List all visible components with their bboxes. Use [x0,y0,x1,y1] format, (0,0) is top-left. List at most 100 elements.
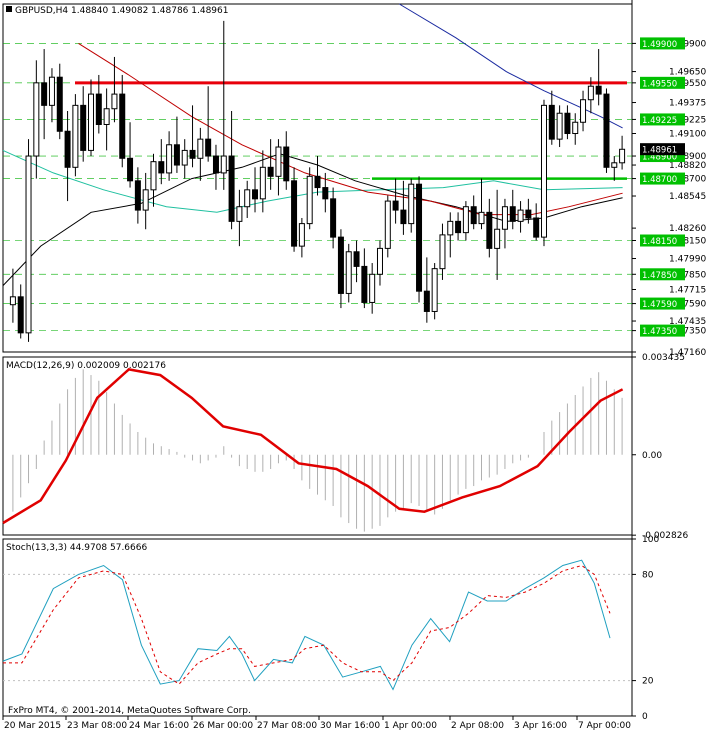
price-tick-label: 1.49550 [669,79,706,89]
stoch-title: Stoch(13,3,3) 44.9708 57.6666 [6,543,147,553]
candle-body [400,209,407,225]
candle-body [330,198,337,238]
macd-panel-frame [2,356,633,536]
x-axis-label: 26 Mar 00:00 [193,721,253,731]
candle-body [337,236,344,294]
x-axis-label: 2 Apr 08:00 [451,721,504,731]
ma-black-line [2,153,623,286]
candle-body [462,206,469,234]
candle-body [361,265,368,303]
candle-body [509,206,516,222]
price-level-label-bg [640,268,685,281]
candle-body [259,166,266,200]
candle-body [572,121,579,135]
symbol-marker-icon [6,6,12,12]
candle-body [416,183,423,292]
candle-body [494,228,501,249]
candle-body [587,85,594,101]
candle-body [103,108,110,126]
stoch-main-line [2,559,611,691]
stoch-panel-frame [2,538,633,717]
macd-tick-label: 0.003435 [642,353,685,363]
candle-body [322,187,329,200]
x-axis-label: 23 Mar 08:00 [67,721,127,731]
price-level-label: 1.47590 [642,300,677,310]
candle-body [470,206,477,225]
candle-body [486,211,493,249]
x-axis-label: 20 Mar 2015 [4,721,61,731]
candle-body [517,209,524,222]
price-tick-label: 1.47590 [669,300,706,310]
candle-body [142,189,149,211]
stoch-tick-label: 20 [642,677,654,687]
candle-body [181,149,188,166]
candle-body [267,166,274,177]
price-level-label: 1.49225 [642,116,677,126]
macd-tick-label: 0.00 [642,451,662,461]
price-level-label: 1.47350 [642,327,677,337]
price-level-label: 1.49900 [642,40,677,50]
candle-body [173,144,180,166]
candle-body [603,93,610,168]
candle-body [72,104,79,168]
price-level-label-bg [640,297,685,310]
price-level-label-bg [640,324,685,337]
price-tick-label: 1.47715 [669,285,706,295]
macd-tick-label: -0.002826 [642,531,688,541]
watermark: FxPro MT4, © 2001-2014, MetaQuotes Softw… [8,706,251,716]
price-level-label: 1.48700 [642,175,677,185]
chart-header: GBPUSD,H4 1.48840 1.49082 1.48786 1.4896… [15,6,228,16]
x-axis-label: 7 Apr 00:00 [578,721,631,731]
last-price-label: 1.48961 [642,146,677,156]
candle-body [150,161,157,191]
price-level-label-bg [640,76,685,89]
candle-body [447,220,454,236]
candle-body [291,180,298,247]
price-level-label: 1.48900 [642,153,677,163]
candle-body [408,183,415,225]
price-level-label: 1.48150 [642,237,677,247]
x-axis-label: 24 Mar 16:00 [129,721,189,731]
candle-body [127,157,134,182]
ma-blue-line [399,3,623,129]
candle-body [423,290,430,312]
price-tick-label: 1.47160 [669,348,706,358]
stoch-tick-label: 80 [642,570,654,580]
candle-body [48,76,55,106]
price-level-label-bg [640,113,685,126]
candle-body [111,93,118,110]
price-tick-label: 1.47850 [669,270,706,280]
x-axis-label: 1 Apr 00:00 [384,721,437,731]
candle-body [376,247,383,275]
last-price-label-bg [640,143,685,156]
candle-body [33,82,40,157]
candle-body [564,112,571,135]
candle-body [540,104,547,238]
price-level-label-bg [640,234,685,247]
candle-body [611,162,618,168]
candle-body [205,138,212,157]
candle-body [25,155,32,334]
candle-body [41,82,48,106]
candle-body [548,104,555,140]
candle-body [369,273,376,303]
price-tick-label: 1.49375 [669,99,706,109]
price-level-label: 1.47850 [642,271,677,281]
price-tick-label: 1.48260 [669,224,706,234]
macd-title: MACD(12,26,9) 0.002009 0.002176 [6,361,166,371]
x-axis-label: 30 Mar 16:00 [320,721,380,731]
candle-body [314,175,321,189]
candle-body [220,155,227,174]
candle-body [64,130,71,168]
candle-body [56,76,63,132]
candle-body [478,211,485,225]
candle-body [275,146,282,177]
price-tick-label: 1.49650 [669,68,706,78]
candle-body [252,189,259,200]
candle-body [580,99,587,123]
price-level-label-bg [640,37,685,50]
candle-body [119,93,126,159]
candle-body [80,104,87,151]
candle-body [384,200,391,249]
